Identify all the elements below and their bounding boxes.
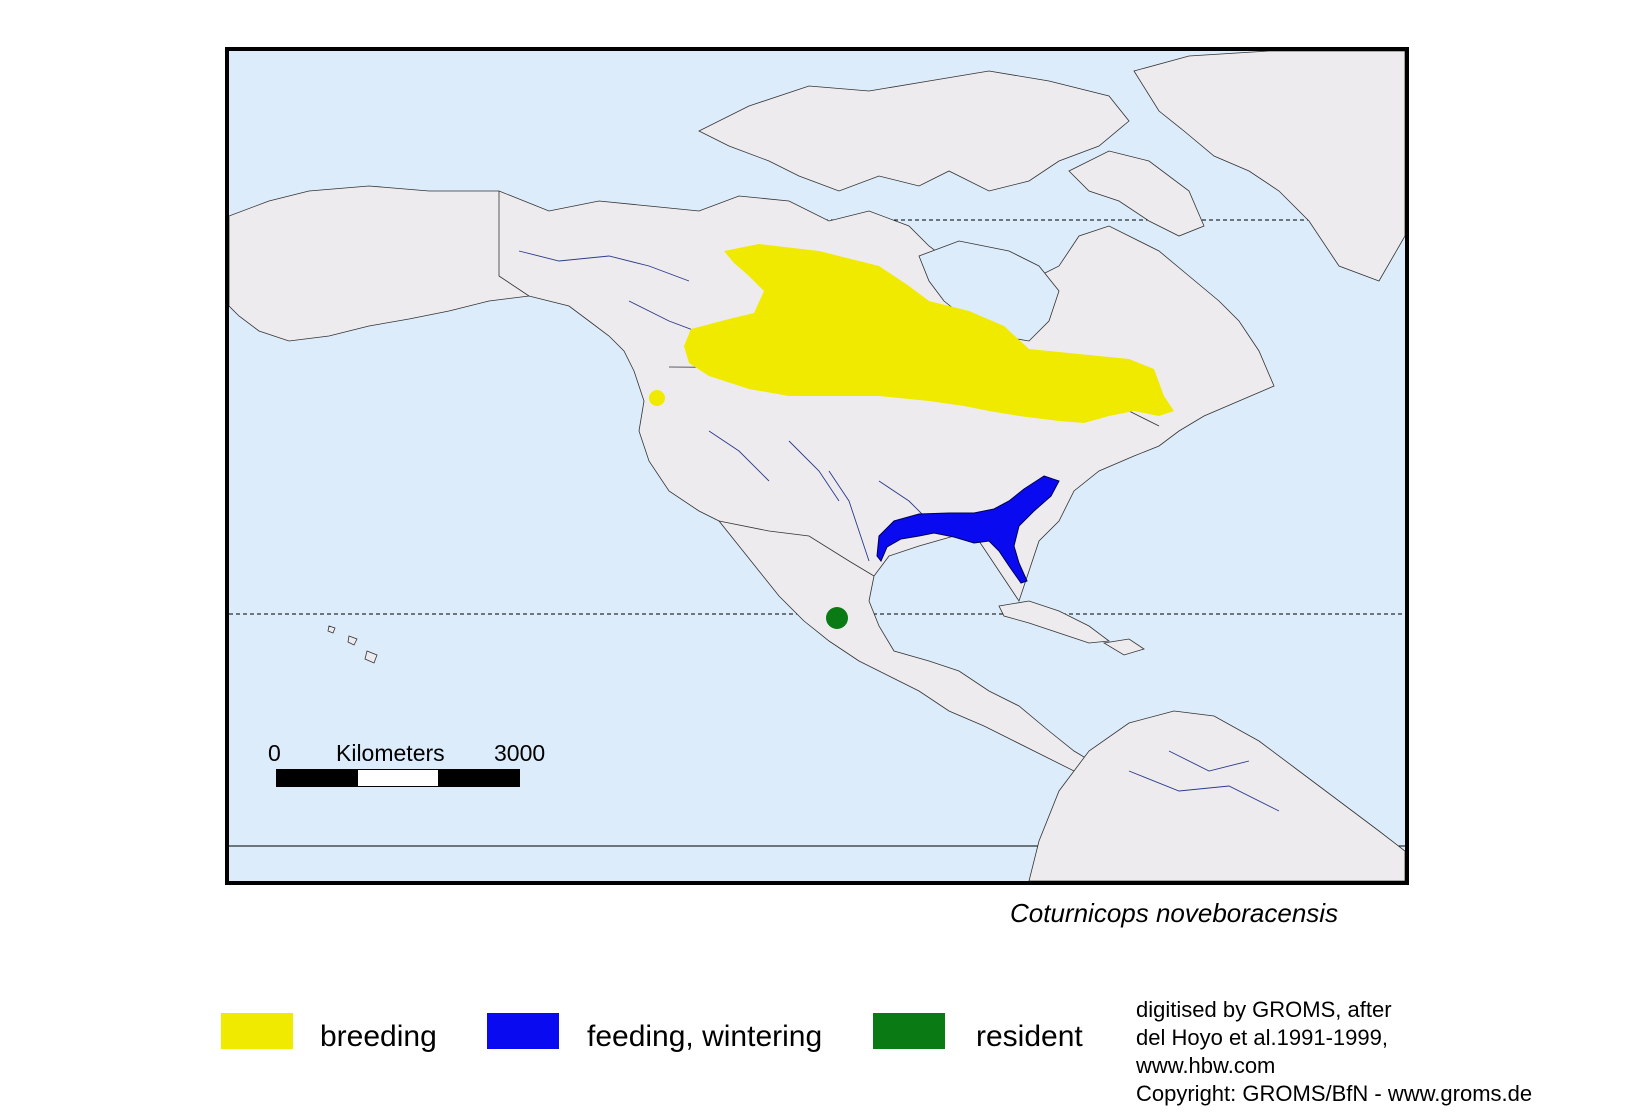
credits: digitised by GROMS, after del Hoyo et al…	[1136, 996, 1532, 1108]
credits-line: Copyright: GROMS/BfN - www.groms.de	[1136, 1081, 1533, 1106]
land-hawaii	[327, 625, 378, 664]
scale-bar-segment	[317, 770, 358, 786]
scale-bar-segment	[438, 770, 479, 786]
legend-swatch-resident	[873, 1013, 945, 1049]
credits-line: digitised by GROMS, after	[1136, 997, 1392, 1022]
credits-line: www.hbw.com	[1136, 1053, 1276, 1078]
scale-bar-segment	[357, 770, 398, 786]
credits-line: del Hoyo et al.1991-1999,	[1136, 1025, 1388, 1050]
range-resident	[826, 607, 848, 629]
land-south-america	[1028, 710, 1405, 881]
border-alaska-canada	[498, 191, 530, 297]
legend-swatch-wintering	[487, 1013, 559, 1049]
legend-label-wintering: feeding, wintering	[587, 1020, 823, 1053]
land-arctic-islands	[698, 70, 1130, 192]
scale-bar-segment	[478, 770, 519, 786]
land-baffin-island	[1068, 150, 1205, 237]
range-breeding	[684, 244, 1174, 423]
scale-bar-segment	[397, 770, 439, 786]
land-cuba	[998, 600, 1111, 644]
legend-label-breeding: breeding	[320, 1020, 437, 1053]
legend-label-resident: resident	[976, 1020, 1083, 1053]
range-breeding-oregon	[649, 390, 665, 406]
map-frame	[225, 47, 1409, 885]
land-greenland	[1133, 51, 1405, 282]
border-us-mexico	[718, 520, 875, 577]
scale-end-label: 3000	[494, 740, 546, 766]
range-map	[229, 51, 1405, 881]
scale-unit-label: Kilometers	[336, 740, 445, 766]
range-wintering	[876, 475, 1060, 584]
scale-bar	[276, 769, 520, 787]
scale-bar-segment	[277, 770, 318, 786]
species-name: Coturnicops noveboracensis	[1010, 898, 1339, 928]
water-hudson-bay	[918, 240, 1060, 342]
land-hispaniola	[1102, 638, 1145, 656]
legend-swatch-breeding	[221, 1013, 293, 1049]
scale-start-label: 0	[268, 740, 281, 766]
